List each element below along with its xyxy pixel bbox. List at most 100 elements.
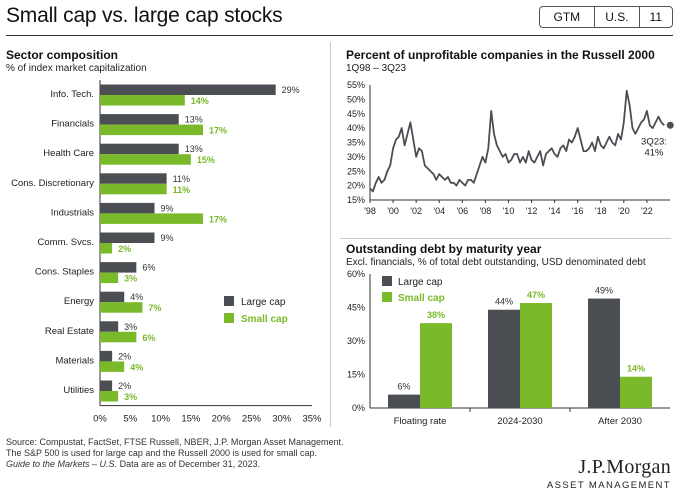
line-x-tick-label: '14 — [549, 206, 561, 216]
sector-category-label: Info. Tech. — [50, 89, 94, 100]
line-y-tick-label: 50% — [347, 94, 365, 104]
large-cap-bar — [100, 291, 125, 303]
sector-category-label: Materials — [55, 355, 94, 366]
small-cap-bar — [100, 213, 203, 224]
large-cap-bar — [100, 143, 179, 155]
sector-category-label: Health Care — [43, 148, 94, 159]
line-x-tick-label: '18 — [595, 206, 607, 216]
line-x-tick-label: '20 — [618, 206, 630, 216]
small-cap-bar — [520, 303, 552, 408]
legend-swatch-small-cap — [224, 313, 234, 323]
footer-as-of: Data are as of December 31, 2023. — [117, 459, 261, 469]
large-cap-value-label: 2% — [118, 381, 131, 391]
line-x-tick-label: '00 — [387, 206, 399, 216]
debt-category-label: 2024-2030 — [497, 416, 542, 427]
small-cap-bar — [100, 243, 113, 254]
sector-x-tick-label: 25% — [242, 414, 262, 425]
large-cap-value-label: 11% — [173, 174, 190, 184]
small-cap-bar — [420, 323, 452, 408]
debt-maturity-chart: 60% 45% 30% 15% 0% Floating rate 6% 38% 2024-203… — [347, 269, 670, 427]
latest-annotation-label: 3Q23: — [641, 136, 667, 147]
debt-y-tick-label: 45% — [347, 303, 365, 313]
sector-chart-title: Sector composition — [6, 48, 119, 62]
small-cap-bar — [100, 331, 137, 343]
small-cap-value-label: 2% — [118, 244, 131, 254]
logo-wordmark: J.P.Morgan — [578, 456, 671, 478]
unprofitable-chart-subtitle: 1Q98 – 3Q23 — [346, 63, 407, 74]
line-x-tick-label: '06 — [456, 206, 468, 216]
sector-x-tick-label: 15% — [181, 414, 201, 425]
unprofitable-series-line — [369, 89, 665, 193]
line-x-tick-label: '22 — [641, 206, 653, 216]
sector-category-label: Industrials — [51, 207, 95, 218]
small-cap-value-label: 15% — [197, 155, 215, 165]
debt-y-tick-label: 30% — [347, 336, 365, 346]
line-y-tick-label: 45% — [347, 109, 365, 119]
large-cap-bar — [100, 321, 119, 332]
line-x-tick-label: '04 — [433, 206, 445, 216]
line-x-tick-label: '10 — [503, 206, 515, 216]
sector-category-label: Energy — [64, 296, 94, 307]
large-cap-value-label: 44% — [495, 297, 513, 307]
large-cap-bar — [100, 202, 155, 214]
debt-category-label: After 2030 — [598, 416, 642, 427]
debt-y-tick-label: 0% — [352, 403, 365, 413]
line-y-tick-label: 25% — [347, 166, 365, 176]
line-y-tick-label: 15% — [347, 195, 365, 205]
small-cap-value-label: 17% — [209, 126, 227, 136]
latest-point-marker — [666, 121, 674, 129]
header-rule — [6, 35, 673, 36]
small-cap-value-label: 17% — [209, 214, 227, 224]
large-cap-value-label: 3% — [124, 322, 137, 332]
sector-x-tick-label: 35% — [302, 414, 322, 425]
sector-category-label: Real Estate — [45, 326, 94, 337]
sector-x-tick-label: 20% — [212, 414, 232, 425]
small-cap-bar — [100, 391, 119, 402]
debt-y-tick-label: 60% — [347, 269, 365, 279]
debt-category-label: Floating rate — [394, 416, 447, 427]
large-cap-value-label: 2% — [118, 351, 131, 361]
legend-swatch-large-cap — [382, 276, 392, 286]
tag-region: U.S. — [594, 7, 638, 27]
horizontal-divider — [340, 238, 671, 239]
large-cap-bar — [100, 173, 167, 184]
small-cap-bar — [100, 95, 185, 106]
footer-guide-name: Guide to the Markets – U.S. — [6, 459, 118, 469]
small-cap-value-label: 4% — [130, 362, 143, 372]
small-cap-value-label: 3% — [124, 274, 137, 284]
sector-category-label: Cons. Staples — [35, 267, 94, 278]
footer-source: Source: Compustat, FactSet, FTSE Russell… — [6, 437, 344, 447]
large-cap-value-label: 13% — [185, 144, 203, 154]
large-cap-value-label: 29% — [282, 85, 300, 95]
small-cap-bar — [100, 154, 191, 165]
line-y-tick-label: 55% — [347, 80, 365, 90]
sector-x-tick-label: 30% — [272, 414, 292, 425]
line-y-tick-label: 30% — [347, 152, 365, 162]
footer-index-note: The S&P 500 is used for large cap and th… — [6, 448, 318, 458]
small-cap-value-label: 14% — [627, 364, 645, 374]
page-title: Small cap vs. large cap stocks — [6, 4, 283, 27]
large-cap-value-label: 49% — [595, 286, 613, 296]
tag-gtm: GTM — [553, 10, 581, 24]
line-x-tick-label: '08 — [480, 206, 492, 216]
small-cap-bar — [100, 361, 125, 372]
line-y-tick-label: 35% — [347, 138, 365, 148]
legend-label-small-cap: Small cap — [398, 293, 445, 304]
sector-composition-chart: 0% 5% 10% 15% 20% 25% 30% 35% Info. Tech. 29% 14% F… — [11, 80, 322, 425]
large-cap-bar — [588, 298, 620, 408]
large-cap-value-label: 6% — [397, 382, 410, 392]
line-x-tick-label: '98 — [364, 206, 376, 216]
small-cap-bar — [100, 302, 143, 313]
small-cap-value-label: 7% — [148, 303, 161, 313]
small-cap-value-label: 38% — [427, 310, 445, 320]
legend-label-small-cap: Small cap — [241, 314, 288, 325]
unprofitable-chart-title: Percent of unprofitable companies in the… — [346, 48, 655, 62]
legend-swatch-small-cap — [382, 292, 392, 302]
unprofitable-line-chart: 55% 50% 45% 40% 35% 30% 25% 20% 15%'98 '00 '02 '04 '… — [347, 80, 674, 216]
debt-chart-title: Outstanding debt by maturity year — [346, 242, 542, 256]
sector-category-label: Comm. Svcs. — [38, 237, 94, 248]
sector-category-label: Cons. Discretionary — [11, 178, 94, 189]
line-x-tick-label: '02 — [410, 206, 422, 216]
footer-date-note: Guide to the Markets – U.S. Data are as … — [6, 459, 343, 470]
line-y-tick-label: 20% — [347, 181, 365, 191]
